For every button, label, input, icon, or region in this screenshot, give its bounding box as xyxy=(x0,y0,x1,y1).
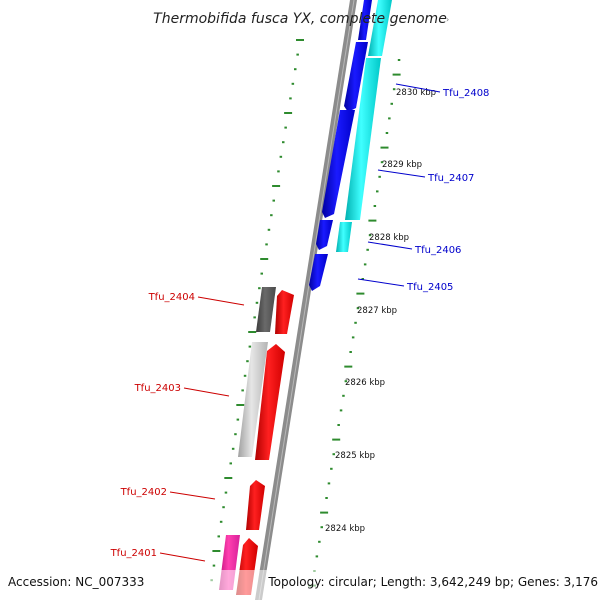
title-expand-icon[interactable]: › xyxy=(446,15,449,24)
leader-line-tfu-2402 xyxy=(169,491,216,500)
gene-label-tfu-2404[interactable]: Tfu_2404 xyxy=(148,292,195,303)
gene-tfu-2406-arrow[interactable] xyxy=(316,220,333,250)
map-title: Thermobifida fusca YX, complete genome xyxy=(153,11,447,27)
leader-line-tfu-2404 xyxy=(197,296,245,306)
leader-line-tfu-2403 xyxy=(183,387,230,397)
leader-line-tfu-2405 xyxy=(357,278,405,287)
scale-label: 2824 kbp xyxy=(325,524,365,534)
scale-labels: 2830 kbp 2829 kbp 2828 kbp 2827 kbp 2826… xyxy=(325,88,436,534)
gene-cyan-segment-2[interactable] xyxy=(345,58,381,220)
accession-text: Accession: NC_007333 xyxy=(8,575,144,589)
gene-tfu-2407-arrow[interactable] xyxy=(322,110,355,218)
footer-backdrop xyxy=(0,570,600,600)
gene-tfu-2402-arrow[interactable] xyxy=(246,480,265,530)
gene-features xyxy=(219,0,392,595)
leader-line-tfu-2407 xyxy=(377,169,426,178)
gene-label-tfu-2406[interactable]: Tfu_2406 xyxy=(414,245,461,256)
leader-line-tfu-2406 xyxy=(367,241,413,250)
gene-tfu-2403-arrow[interactable] xyxy=(255,344,285,460)
right-tick-row xyxy=(308,59,401,587)
scale-label: 2825 kbp xyxy=(335,451,375,461)
gene-tfu-2408-arrow[interactable] xyxy=(358,0,372,40)
leader-line-tfu-2401 xyxy=(159,552,206,562)
leader-line-tfu-2408 xyxy=(395,83,441,93)
gene-tfu-2408-segment[interactable] xyxy=(344,42,368,112)
gene-tfu-2404-dark-block[interactable] xyxy=(256,287,276,332)
gene-label-tfu-2405[interactable]: Tfu_2405 xyxy=(406,282,453,293)
scale-label: 2826 kbp xyxy=(345,378,385,388)
gene-tfu-2405-arrow[interactable] xyxy=(309,254,328,291)
gene-label-tfu-2401[interactable]: Tfu_2401 xyxy=(110,548,157,559)
gene-label-tfu-2408[interactable]: Tfu_2408 xyxy=(442,88,489,99)
genome-backbone-highlight xyxy=(258,0,355,600)
gene-cyan-segment-3[interactable] xyxy=(336,222,352,252)
scale-label: 2827 kbp xyxy=(357,306,397,316)
scale-label: 2828 kbp xyxy=(369,233,409,243)
gene-tfu-2404-arrow[interactable] xyxy=(275,290,294,334)
label-leader-lines xyxy=(159,83,441,562)
scale-label: 2829 kbp xyxy=(382,160,422,170)
gene-tfu-2403-light-block[interactable] xyxy=(238,342,268,457)
gene-label-tfu-2402[interactable]: Tfu_2402 xyxy=(120,487,167,498)
gene-label-tfu-2403[interactable]: Tfu_2403 xyxy=(134,383,181,394)
left-tick-row xyxy=(210,39,304,582)
gene-labels: Tfu_2408 Tfu_2407 Tfu_2406 Tfu_2405 Tfu_… xyxy=(110,88,490,559)
gene-cyan-segment-1[interactable] xyxy=(368,0,392,56)
gene-label-tfu-2407[interactable]: Tfu_2407 xyxy=(427,173,474,184)
genome-summary-text: Topology: circular; Length: 3,642,249 bp… xyxy=(267,575,598,589)
scale-label: 2830 kbp xyxy=(396,88,436,98)
